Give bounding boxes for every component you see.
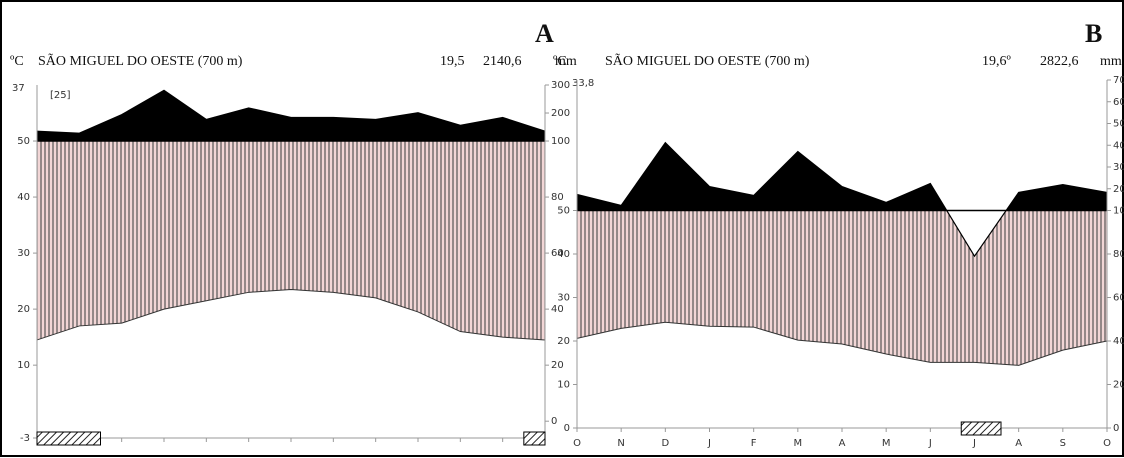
y-tick-label: -3 [20, 433, 30, 444]
temperature-line [576, 321, 1108, 366]
x-tick-label: F [751, 438, 757, 449]
y2-tick-label: 700 [1113, 75, 1124, 86]
y2-tick-label: 40 [1113, 336, 1124, 347]
superhumid-area [37, 90, 545, 142]
mean-temp: 19,5 [440, 54, 465, 69]
y2-tick-label: 400 [1113, 140, 1124, 151]
precipitation-line [576, 141, 1108, 258]
y2-tick-label: 20 [1113, 380, 1124, 391]
x-tick-label: N [617, 438, 624, 449]
y-tick-label: 20 [557, 336, 570, 347]
x-tick-label: J [972, 438, 976, 449]
mean-temp: 19,6º [982, 54, 1012, 69]
note: [25] [50, 90, 71, 101]
y2-tick-label: 200 [551, 108, 570, 119]
station-title: SÃO MIGUEL DO OESTE (700 m) [605, 53, 810, 69]
y-tick-label: 40 [557, 249, 570, 260]
y2-tick-label: 300 [551, 80, 570, 91]
superhumid-area [577, 142, 1107, 211]
max-label: 33,8 [572, 78, 594, 89]
y-tick-label: 30 [557, 293, 570, 304]
unit-right: mm [555, 54, 577, 69]
x-tick-label: J [928, 438, 932, 449]
humid-area [37, 141, 545, 340]
y2-tick-label: 300 [1113, 162, 1124, 173]
y-tick-label: 20 [17, 304, 30, 315]
total-precip: 2140,6 [483, 54, 522, 69]
y2-tick-label: 60 [551, 248, 564, 259]
y2-tick-label: 80 [551, 192, 564, 203]
y2-tick-label: 100 [1113, 206, 1124, 217]
x-tick-label: M [794, 438, 803, 449]
panel-letter: A [535, 19, 554, 48]
y-tick-label: 30 [17, 248, 30, 259]
y2-tick-label: 40 [551, 304, 564, 315]
y2-tick-label: 0 [551, 416, 557, 427]
humid-area [577, 210, 1107, 366]
y-tick-label: 10 [17, 360, 30, 371]
y2-tick-label: 500 [1113, 119, 1124, 130]
x-tick-label: J [707, 438, 711, 449]
total-precip: 2822,6 [1040, 54, 1079, 69]
y-tick-label: 50 [17, 136, 30, 147]
panel-letter: B [1085, 19, 1102, 48]
max-label: 37 [12, 83, 25, 94]
frost-period [960, 421, 1002, 436]
precipitation-line [36, 89, 546, 134]
station-title: SÃO MIGUEL DO OESTE (700 m) [38, 53, 243, 69]
y-tick-label: 40 [17, 192, 30, 203]
y2-tick-label: 20 [551, 360, 564, 371]
frost-period [36, 431, 101, 446]
y2-tick-label: 100 [551, 136, 570, 147]
frost-period [523, 431, 546, 446]
x-tick-label: O [1103, 438, 1111, 449]
temperature-line [36, 289, 546, 341]
x-tick-label: D [661, 438, 669, 449]
y2-tick-label: 200 [1113, 184, 1124, 195]
y-tick-label: 0 [564, 423, 570, 434]
unit-right: mm [1100, 54, 1122, 69]
y-tick-label: 10 [557, 380, 570, 391]
x-tick-label: A [839, 438, 846, 449]
x-tick-label: S [1060, 438, 1066, 449]
y2-tick-label: 60 [1113, 293, 1124, 304]
y2-tick-label: 0 [1113, 423, 1119, 434]
unit-left: ºC [553, 54, 567, 69]
x-tick-label: A [1015, 438, 1022, 449]
y2-tick-label: 600 [1113, 97, 1124, 108]
x-tick-label: M [882, 438, 891, 449]
unit-left: ºC [10, 54, 24, 69]
y-tick-label: 50 [557, 206, 570, 217]
x-tick-label: O [573, 438, 581, 449]
y2-tick-label: 80 [1113, 249, 1124, 260]
